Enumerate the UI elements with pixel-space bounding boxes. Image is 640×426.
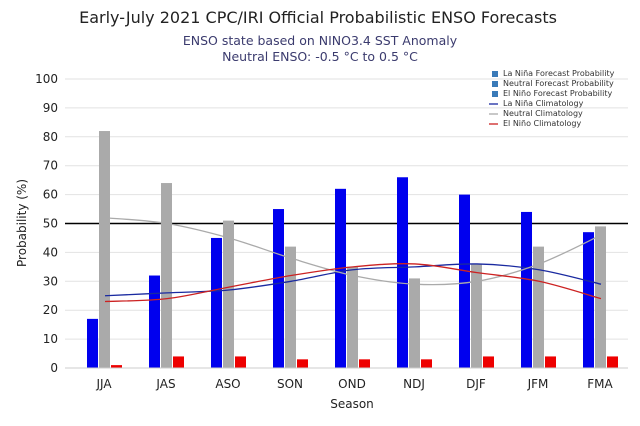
bar-el-ni-o-forecast-probability-JAS bbox=[173, 356, 184, 368]
y-axis-label: Probability (%) bbox=[15, 179, 29, 267]
bar-neutral-forecast-probability-OND bbox=[347, 266, 358, 368]
climatology-lines bbox=[104, 217, 602, 303]
legend-swatch bbox=[492, 91, 498, 97]
bar-la-ni-a-forecast-probability-SON bbox=[273, 209, 284, 368]
bar-la-ni-a-forecast-probability-NDJ bbox=[397, 177, 408, 368]
legend-entry: El Niño Forecast Probability bbox=[503, 89, 612, 98]
bar-neutral-forecast-probability-JFM bbox=[533, 246, 544, 368]
x-tick-label: DJF bbox=[466, 377, 486, 391]
x-tick-label: OND bbox=[338, 377, 366, 391]
bar-el-ni-o-forecast-probability-JFM bbox=[545, 356, 556, 368]
bar-la-ni-a-forecast-probability-DJF bbox=[459, 194, 470, 368]
line-el-ni-o-climatology bbox=[104, 263, 602, 303]
y-tick-label: 60 bbox=[43, 188, 58, 202]
bar-neutral-forecast-probability-ASO bbox=[223, 220, 234, 368]
x-tick-label: JJA bbox=[95, 377, 112, 391]
bar-el-ni-o-forecast-probability-OND bbox=[359, 359, 370, 368]
y-tick-label: 0 bbox=[50, 361, 58, 375]
legend-swatch bbox=[492, 71, 498, 77]
bar-la-ni-a-forecast-probability-JFM bbox=[521, 211, 532, 368]
x-tick-label: JFM bbox=[527, 377, 549, 391]
y-tick-label: 20 bbox=[43, 303, 58, 317]
bar-la-ni-a-forecast-probability-JJA bbox=[87, 318, 98, 368]
line-la-ni-a-climatology bbox=[104, 263, 602, 297]
bar-el-ni-o-forecast-probability-NDJ bbox=[421, 359, 432, 368]
x-axis: JJA JAS ASO SON OND NDJ DJF JFM FMA bbox=[65, 367, 628, 391]
bar-el-ni-o-forecast-probability-SON bbox=[297, 359, 308, 368]
x-tick-label: FMA bbox=[587, 377, 613, 391]
bar-neutral-forecast-probability-FMA bbox=[595, 226, 606, 368]
chart-subtitle-2: Neutral ENSO: -0.5 °C to 0.5 °C bbox=[222, 49, 418, 64]
legend-swatch bbox=[492, 81, 498, 87]
bar-la-ni-a-forecast-probability-FMA bbox=[583, 232, 594, 368]
legend-entry: La Niña Forecast Probability bbox=[503, 69, 615, 78]
bar-neutral-forecast-probability-JJA bbox=[99, 131, 110, 368]
bar-el-ni-o-forecast-probability-DJF bbox=[483, 356, 494, 368]
chart-subtitle-1: ENSO state based on NINO3.4 SST Anomaly bbox=[183, 33, 458, 48]
x-tick-label: SON bbox=[277, 377, 303, 391]
bar-neutral-forecast-probability-NDJ bbox=[409, 278, 420, 368]
y-axis: 0 10 20 30 40 50 60 70 80 90 100 bbox=[35, 72, 58, 375]
bar-el-ni-o-forecast-probability-ASO bbox=[235, 356, 246, 368]
bar-el-ni-o-forecast-probability-FMA bbox=[607, 356, 618, 368]
bar-la-ni-a-forecast-probability-OND bbox=[335, 188, 346, 368]
x-axis-label: Season bbox=[330, 397, 374, 411]
bar-neutral-forecast-probability-JAS bbox=[161, 183, 172, 368]
x-tick-label: NDJ bbox=[403, 377, 425, 391]
y-tick-label: 50 bbox=[43, 217, 58, 231]
bar-neutral-forecast-probability-SON bbox=[285, 246, 296, 368]
legend-entry: La Niña Climatology bbox=[503, 99, 584, 108]
y-tick-label: 10 bbox=[43, 332, 58, 346]
legend-entry: Neutral Climatology bbox=[503, 109, 583, 118]
x-tick-label: ASO bbox=[215, 377, 240, 391]
chart-title: Early-July 2021 CPC/IRI Official Probabi… bbox=[79, 8, 557, 27]
bars bbox=[87, 131, 618, 368]
bar-la-ni-a-forecast-probability-ASO bbox=[211, 237, 222, 368]
x-tick-label: JAS bbox=[155, 377, 175, 391]
y-tick-label: 80 bbox=[43, 130, 58, 144]
line-neutral-climatology bbox=[104, 217, 602, 286]
y-tick-label: 40 bbox=[43, 245, 58, 259]
y-tick-label: 100 bbox=[35, 72, 58, 86]
y-tick-label: 70 bbox=[43, 159, 58, 173]
y-tick-label: 90 bbox=[43, 101, 58, 115]
bar-la-ni-a-forecast-probability-JAS bbox=[149, 275, 160, 368]
legend-entry: El Niño Climatology bbox=[503, 119, 581, 128]
bar-el-ni-o-forecast-probability-JJA bbox=[111, 365, 122, 368]
y-tick-label: 30 bbox=[43, 274, 58, 288]
bar-neutral-forecast-probability-DJF bbox=[471, 263, 482, 368]
legend-entry: Neutral Forecast Probability bbox=[503, 79, 614, 88]
